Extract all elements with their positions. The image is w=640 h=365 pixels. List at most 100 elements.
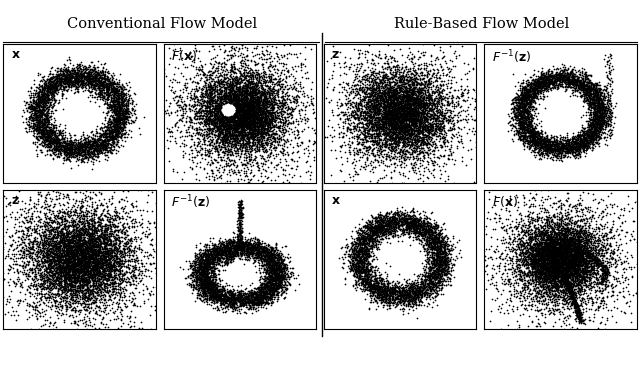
Point xyxy=(547,263,557,269)
Point xyxy=(388,219,399,225)
Point xyxy=(558,239,568,245)
Point xyxy=(124,214,134,220)
Point xyxy=(91,230,101,235)
Point xyxy=(518,111,528,116)
Point xyxy=(271,288,282,293)
Point xyxy=(276,77,287,83)
Point xyxy=(378,77,388,83)
Point xyxy=(243,92,253,98)
Point xyxy=(370,217,380,223)
Point xyxy=(43,242,53,248)
Point xyxy=(550,270,560,276)
Point xyxy=(40,139,50,145)
Point xyxy=(34,90,44,96)
Point xyxy=(108,261,118,267)
Point xyxy=(558,245,568,251)
Point xyxy=(521,93,531,99)
Point xyxy=(232,245,243,250)
Point xyxy=(236,228,246,234)
Point xyxy=(526,132,536,138)
Point xyxy=(465,285,475,291)
Point xyxy=(506,105,516,111)
Point xyxy=(543,284,554,289)
Point xyxy=(598,88,609,93)
Point xyxy=(549,78,559,84)
Point xyxy=(275,119,285,125)
Point xyxy=(367,85,378,91)
Point xyxy=(405,142,415,148)
Point xyxy=(206,254,216,260)
Point xyxy=(552,257,563,263)
Point xyxy=(16,282,26,288)
Point xyxy=(360,133,371,139)
Point xyxy=(208,245,218,251)
Point xyxy=(260,95,271,100)
Point xyxy=(289,172,300,178)
Point xyxy=(249,126,259,132)
Point xyxy=(418,111,428,117)
Point xyxy=(273,267,284,273)
Point xyxy=(536,262,547,268)
Point xyxy=(583,169,593,174)
Point xyxy=(248,294,259,300)
Point xyxy=(559,276,569,281)
Point xyxy=(545,253,556,259)
Point xyxy=(364,269,374,274)
Point xyxy=(218,287,228,293)
Point xyxy=(559,72,569,78)
Point xyxy=(189,176,200,182)
Point xyxy=(52,73,63,79)
Point xyxy=(218,300,228,306)
Point xyxy=(261,280,271,285)
Point xyxy=(258,103,268,109)
Point xyxy=(264,87,274,92)
Point xyxy=(94,276,104,282)
Point xyxy=(232,93,243,99)
Point xyxy=(387,213,397,219)
Point xyxy=(582,338,593,343)
Point xyxy=(267,112,277,118)
Point xyxy=(93,247,104,253)
Point xyxy=(543,79,553,85)
Point xyxy=(47,270,58,276)
Point xyxy=(561,251,572,257)
Point xyxy=(359,237,369,243)
Point xyxy=(427,227,437,233)
Point xyxy=(266,111,276,116)
Point xyxy=(195,253,205,259)
Point xyxy=(544,268,554,274)
Point xyxy=(578,81,588,87)
Point xyxy=(392,116,403,122)
Point xyxy=(580,269,590,275)
Point xyxy=(254,97,264,103)
Point xyxy=(568,149,579,154)
Point xyxy=(353,234,364,240)
Point xyxy=(516,104,526,110)
Point xyxy=(98,202,108,208)
Point xyxy=(46,262,56,268)
Point xyxy=(230,103,240,109)
Point xyxy=(88,274,99,280)
Point xyxy=(490,297,500,303)
Point xyxy=(534,142,544,148)
Point xyxy=(417,226,427,232)
Point xyxy=(564,76,574,82)
Point xyxy=(257,143,268,149)
Point xyxy=(202,277,212,283)
Point xyxy=(580,70,591,76)
Point xyxy=(370,80,380,86)
Point xyxy=(70,70,81,76)
Point xyxy=(115,130,125,136)
Point xyxy=(399,113,410,119)
Point xyxy=(413,127,424,133)
Point xyxy=(277,287,287,292)
Point xyxy=(536,261,547,267)
Point xyxy=(33,260,44,265)
Point xyxy=(573,281,584,287)
Point xyxy=(570,87,580,93)
Point xyxy=(234,220,244,226)
Point xyxy=(106,280,116,286)
Point xyxy=(72,243,82,249)
Point xyxy=(353,242,364,247)
Point xyxy=(46,252,56,258)
